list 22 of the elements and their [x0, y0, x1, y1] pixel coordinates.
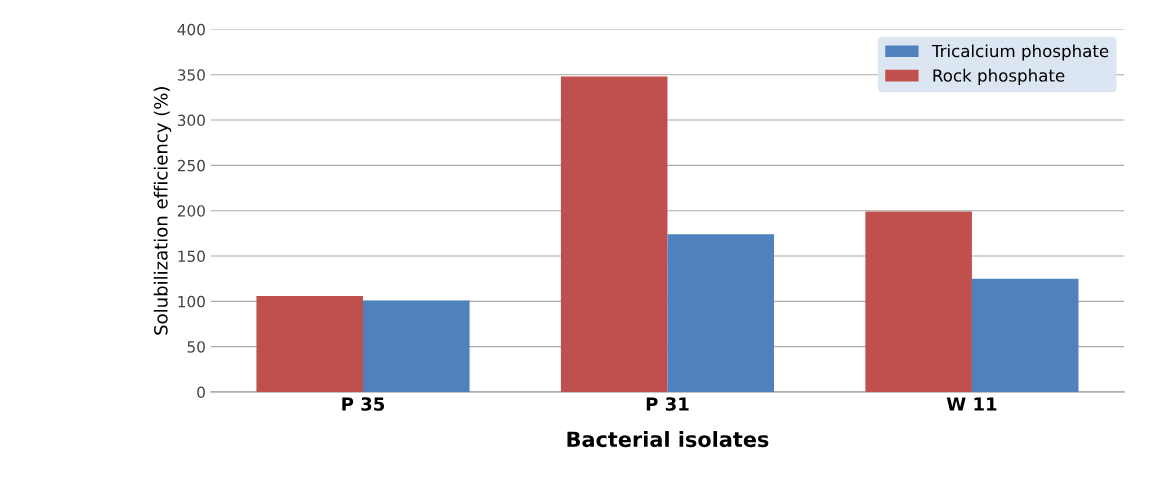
bar [667, 234, 775, 392]
bar [256, 295, 364, 392]
y-axis-title: Solubilization efficiency (%) [153, 87, 172, 335]
y-tick-label: 0 [197, 386, 205, 399]
x-axis-title: Bacterial isolates [567, 431, 769, 448]
x-tick-label: P 35 [342, 397, 385, 411]
bar [363, 300, 470, 392]
x-tick-label: P 31 [646, 397, 689, 411]
x-tick-label: W 11 [946, 397, 997, 411]
y-tick-label: 50 [187, 341, 205, 353]
legend-label: Rock phosphate [933, 68, 1065, 85]
y-tick-label: 200 [177, 205, 205, 217]
y-tick-label: 400 [177, 23, 205, 36]
y-tick-label: 300 [177, 114, 205, 127]
y-tick-label: 150 [178, 250, 205, 263]
y-tick-label: 250 [177, 159, 205, 172]
y-tick-label: 100 [178, 295, 205, 308]
bar [865, 211, 972, 392]
y-tick-label: 350 [177, 69, 205, 81]
bar [560, 76, 668, 392]
legend-label: Tricalcium phosphate [931, 44, 1109, 61]
bar [971, 278, 1079, 392]
